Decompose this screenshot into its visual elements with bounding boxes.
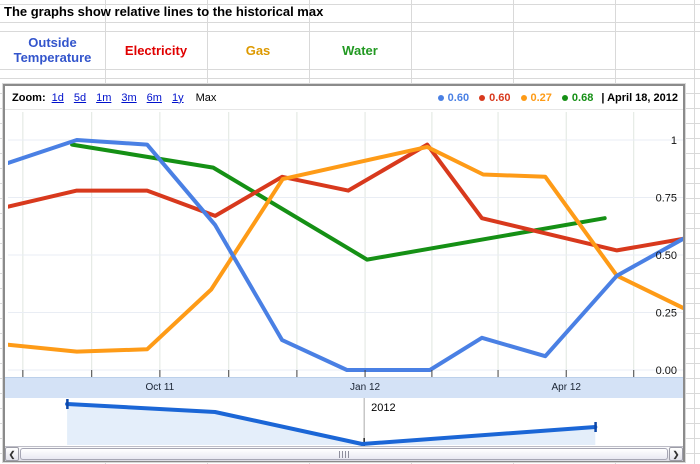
legend-value: 0.68 [571, 91, 594, 104]
overview-line [65, 402, 598, 446]
sheet-title: The graphs show relative lines to the hi… [4, 4, 324, 19]
cell-gas[interactable]: Gas [207, 31, 309, 69]
annotated-timeline-chart: Zoom: 1d 5d 1m 3m 6m 1y Max 0.60 0.60 0.27 0.68 |… [3, 84, 685, 462]
scrollbar-thumb[interactable] [20, 448, 668, 460]
cell-outside-temperature[interactable]: Outside Temperature [0, 31, 105, 69]
legend-dot-icon [561, 94, 568, 101]
y-axis-tick-label: 0.50 [656, 250, 677, 262]
legend-value: 0.60 [447, 91, 470, 104]
cell-label: Electricity [124, 42, 188, 58]
year-divider-label: 2012 [371, 402, 396, 414]
cell-label: Outside Temperature [13, 35, 92, 65]
series-line-water [70, 142, 607, 262]
main-chart-plot[interactable]: 1 0.75 0.50 0.25 0.00 [8, 112, 683, 377]
series-legend: 0.60 0.60 0.27 0.68 | April 18, 2012 [428, 86, 678, 109]
range-selector-chart[interactable] [8, 398, 680, 446]
date-axis-band: Oct 11 Jan 12 Apr 12 [5, 377, 683, 398]
legend-value: 0.60 [489, 91, 511, 104]
zoom-controls-row: Zoom: 1d 5d 1m 3m 6m 1y Max 0.60 0.60 0.27 0.68 |… [5, 86, 683, 110]
range-end-handle [594, 421, 597, 432]
legend-value: 0.27 [530, 91, 552, 104]
legend-dot-icon [520, 94, 527, 101]
scroll-right-button[interactable]: ❯ [669, 447, 683, 461]
zoom-link-1y[interactable]: 1y [171, 91, 184, 104]
legend-dot-icon [479, 94, 486, 101]
zoom-label: Zoom: [12, 91, 46, 104]
gridline [0, 31, 700, 32]
legend-dot-icon [437, 94, 444, 101]
legend-date: | April 18, 2012 [601, 91, 678, 104]
cell-water[interactable]: Water [309, 31, 411, 69]
series-line-gas [8, 144, 683, 354]
range-selector[interactable]: 2012 [5, 398, 683, 446]
zoom-link-3m[interactable]: 3m [121, 91, 137, 104]
zoom-link-5d[interactable]: 5d [73, 91, 87, 104]
scroll-right-icon: ❯ [672, 449, 680, 459]
zoom-max-option[interactable]: Max [195, 91, 217, 104]
gridline [0, 4, 700, 5]
scroll-left-button[interactable]: ❮ [5, 447, 19, 461]
x-axis-label-Apr-12: Apr 12 [551, 382, 581, 393]
y-axis-tick-label: 0.25 [656, 308, 677, 320]
gridline [0, 78, 700, 79]
horizontal-scrollbar[interactable]: ❮ ❯ [5, 446, 683, 461]
x-axis-label-Oct-11: Oct 11 [145, 382, 175, 393]
cell-label: Gas [245, 42, 271, 58]
zoom-link-6m[interactable]: 6m [146, 91, 162, 104]
zoom-link-1m[interactable]: 1m [96, 91, 112, 104]
scrollbar-grip-icon [339, 451, 349, 458]
zoom-links: 1d 5d 1m 3m 6m 1y [52, 92, 194, 104]
zoom-link-1d[interactable]: 1d [51, 91, 64, 104]
series-line-electricity [8, 142, 683, 253]
gridline [0, 22, 700, 23]
gridline [0, 69, 700, 70]
scroll-left-icon: ❮ [8, 449, 16, 459]
cell-electricity[interactable]: Electricity [105, 31, 207, 69]
overview-area-fill [67, 404, 596, 445]
range-start-handle [66, 399, 69, 409]
series-line-outside-temperature [8, 138, 683, 372]
y-axis-tick-label: 1 [671, 135, 677, 147]
y-axis-tick-label: 0.75 [656, 193, 677, 205]
x-axis-label-Jan-12: Jan 12 [350, 382, 381, 393]
cell-label: Water [342, 42, 378, 58]
gridline [694, 0, 695, 464]
y-axis-tick-label: 0.00 [656, 365, 677, 377]
